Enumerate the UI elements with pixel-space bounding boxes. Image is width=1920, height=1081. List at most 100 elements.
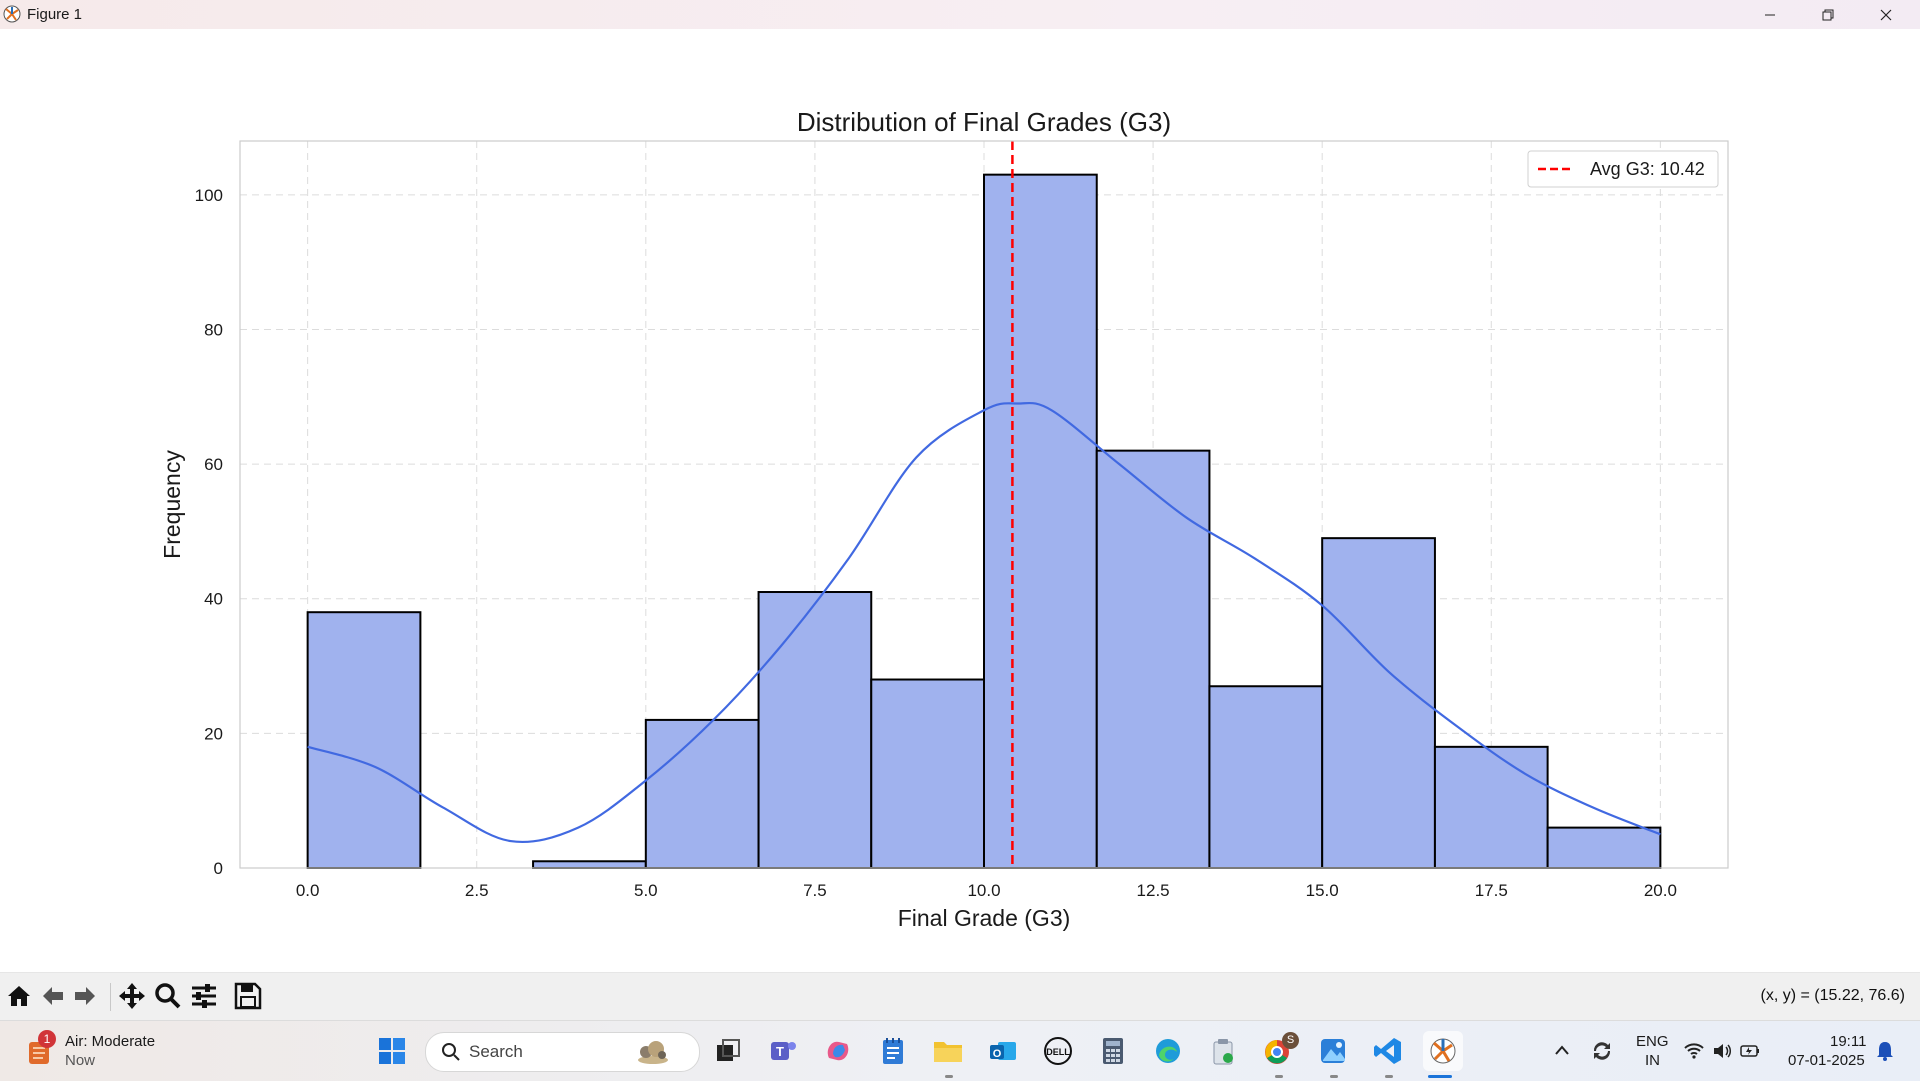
figure-canvas[interactable]: 0.0 2.5 5.0 7.5 10.0 12.5 15.0 17.5 20.0 0 20 40 60 8…: [0, 29, 1920, 972]
restore-button[interactable]: [1799, 0, 1857, 29]
taskbar: 1 Air: Moderate Now Search T O DELL: [0, 1020, 1920, 1081]
home-icon: [8, 986, 30, 1006]
histogram-bar: [1433, 745, 1549, 869]
histogram-chart: 0.0 2.5 5.0 7.5 10.0 12.5 15.0 17.5 20.0 0 20 40 60 8…: [159, 107, 1729, 931]
pan-icon: [119, 983, 145, 1009]
vscode-app[interactable]: [1368, 1031, 1408, 1071]
region-code[interactable]: IN: [1645, 1052, 1660, 1069]
histogram-bar: [983, 173, 1098, 869]
edge-browser-app[interactable]: [1148, 1031, 1188, 1071]
start-button[interactable]: [372, 1031, 412, 1071]
file-explorer-app[interactable]: [928, 1031, 968, 1071]
y-tick-label: 100: [195, 186, 223, 205]
chrome-profile-badge: S: [1282, 1032, 1299, 1049]
x-tick-label: 15.0: [1306, 881, 1339, 900]
close-button[interactable]: [1857, 0, 1915, 29]
windows-start-icon: [379, 1038, 405, 1064]
teams-icon: T: [771, 1042, 796, 1060]
calculator-app[interactable]: [1093, 1031, 1133, 1071]
outlook-app[interactable]: O: [983, 1031, 1023, 1071]
teams-app[interactable]: T: [763, 1031, 803, 1071]
running-indicator: [1275, 1075, 1283, 1078]
calculator-icon: [1103, 1038, 1123, 1064]
zoom-icon: [155, 983, 181, 1009]
snipping-tool-app[interactable]: [1203, 1031, 1243, 1071]
toolbar-separator: [110, 983, 111, 1011]
x-tick-label: 10.0: [967, 881, 1000, 900]
histogram-bar: [1546, 826, 1662, 869]
notepad-icon: [883, 1038, 903, 1064]
svg-text:O: O: [993, 1048, 1002, 1060]
task-view-button[interactable]: [708, 1031, 748, 1071]
photos-app[interactable]: [1313, 1031, 1353, 1071]
histogram-bar: [870, 678, 985, 869]
histogram-bar: [1208, 685, 1324, 869]
sync-status-button[interactable]: [1582, 1031, 1622, 1071]
minimize-icon: [1765, 14, 1775, 15]
x-tick-label: 17.5: [1475, 881, 1508, 900]
photos-icon: [1321, 1039, 1345, 1063]
x-axis-label: Final Grade (G3): [898, 905, 1071, 931]
histogram-bar: [644, 718, 760, 869]
x-tick-label: 0.0: [296, 881, 320, 900]
cursor-coordinates: (x, y) = (15.22, 76.6): [1760, 987, 1905, 1004]
y-axis-label: Frequency: [159, 450, 185, 559]
y-tick-label: 20: [204, 724, 223, 743]
x-tick-label: 12.5: [1137, 881, 1170, 900]
search-highlight-icon: [638, 1041, 668, 1064]
x-tick-label: 5.0: [634, 881, 658, 900]
back-button[interactable]: [38, 981, 68, 1011]
x-tick-label: 7.5: [803, 881, 827, 900]
language-code[interactable]: ENG: [1636, 1033, 1669, 1050]
legend: Avg G3: 10.42: [1527, 150, 1719, 188]
matplotlib-taskbar-icon: [1430, 1038, 1456, 1064]
taskbar-search[interactable]: Search: [425, 1032, 700, 1072]
kde-line: [307, 401, 1661, 843]
notification-badge: 1: [38, 1030, 56, 1048]
matplotlib-logo-icon: [3, 5, 21, 23]
y-tick-label: 80: [204, 320, 223, 339]
chrome-app[interactable]: S: [1258, 1031, 1299, 1071]
pan-button[interactable]: [117, 981, 147, 1011]
quick-settings-button[interactable]: [1677, 1031, 1767, 1071]
show-hidden-icons-button[interactable]: [1542, 1031, 1582, 1071]
edge-icon: [1156, 1039, 1180, 1063]
configure-subplots-button[interactable]: [189, 981, 219, 1011]
matplotlib-figure-app[interactable]: [1423, 1031, 1463, 1071]
notifications-button[interactable]: [1865, 1031, 1905, 1071]
clock-time[interactable]: 19:11: [1830, 1033, 1867, 1050]
save-figure-button[interactable]: [233, 981, 263, 1011]
dell-app[interactable]: DELL: [1038, 1031, 1078, 1071]
weather-title: Air: Moderate: [65, 1033, 156, 1050]
histogram-bar: [757, 591, 873, 870]
clock-date[interactable]: 07-01-2025: [1788, 1052, 1865, 1069]
active-app-indicator: [1428, 1075, 1452, 1078]
copilot-app[interactable]: [818, 1031, 858, 1071]
notepad-app[interactable]: [873, 1031, 913, 1071]
dell-icon: DELL: [1044, 1037, 1072, 1065]
window-title: Figure 1: [27, 6, 83, 23]
minimize-button[interactable]: [1741, 0, 1799, 29]
x-tick-label: 2.5: [465, 881, 489, 900]
chrome-icon: [1265, 1040, 1289, 1064]
x-tick-label: 20.0: [1644, 881, 1677, 900]
weather-widget[interactable]: 1 Air: Moderate Now: [22, 1030, 172, 1071]
volume-icon: [1714, 1044, 1732, 1058]
zoom-button[interactable]: [153, 981, 183, 1011]
y-tick-label: 0: [214, 859, 223, 878]
home-button[interactable]: [4, 981, 34, 1011]
forward-button[interactable]: [70, 981, 100, 1011]
task-view-icon: [717, 1039, 740, 1061]
axes-frame: [239, 140, 1729, 869]
wifi-icon: [1684, 1043, 1704, 1059]
histogram-bar: [306, 611, 422, 869]
copilot-icon: [827, 1041, 849, 1061]
histogram-bar: [1095, 449, 1211, 869]
configure-icon: [192, 984, 216, 1008]
search-icon: [442, 1043, 460, 1061]
svg-text:DELL: DELL: [1046, 1047, 1070, 1057]
running-indicator: [1330, 1075, 1338, 1078]
chart-title: Distribution of Final Grades (G3): [797, 107, 1171, 137]
sync-icon: [1593, 1042, 1611, 1060]
folder-icon: [934, 1042, 962, 1062]
